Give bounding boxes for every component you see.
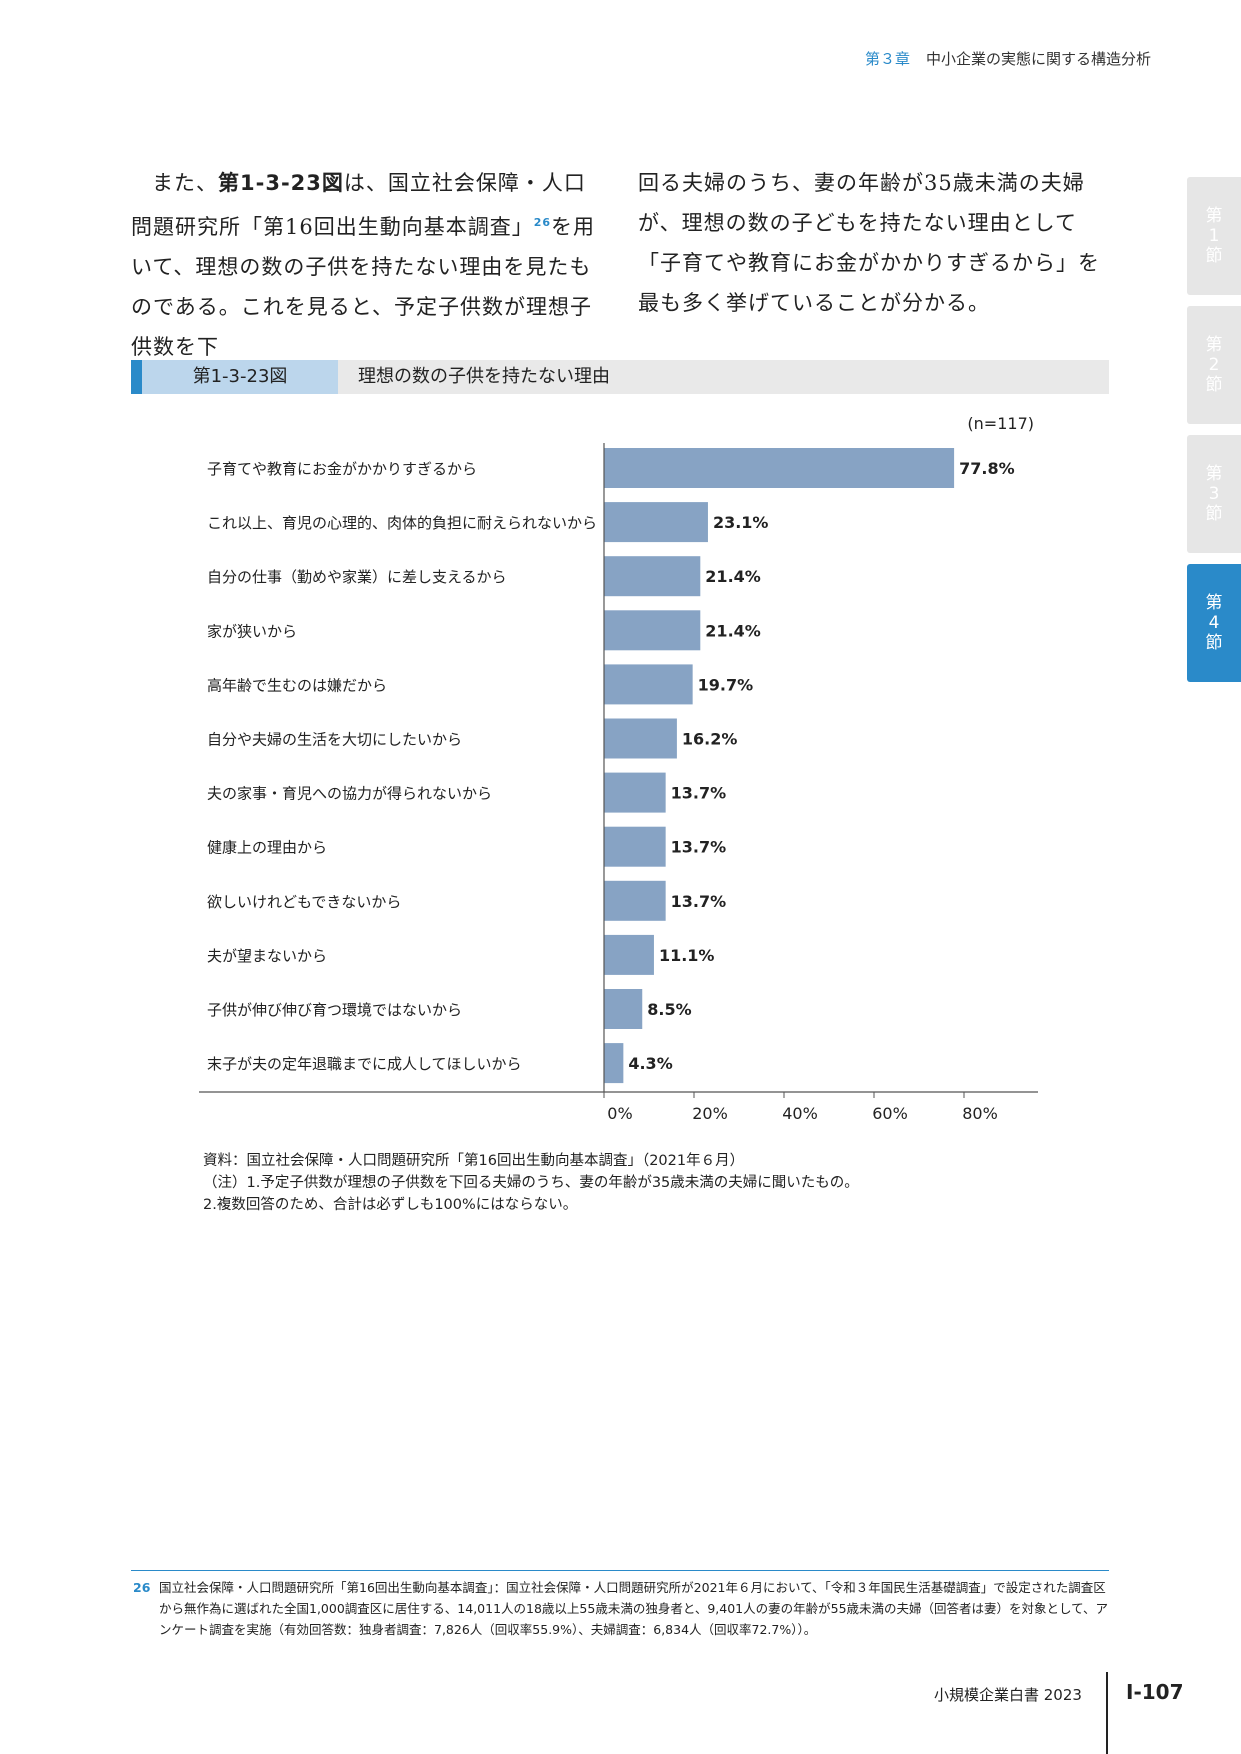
tab-label: 4 — [1208, 613, 1220, 633]
bar — [604, 556, 701, 597]
bar — [604, 610, 701, 651]
body-text: また、 — [152, 171, 218, 195]
category-label: これ以上、育児の心理的、肉体的負担に耐えられないから — [207, 514, 597, 532]
bar — [604, 880, 666, 921]
category-label: 末子が夫の定年退職までに成人してほしいから — [207, 1055, 522, 1073]
category-label: 子供が伸び伸び育つ環境ではないから — [207, 1001, 462, 1019]
footer-divider — [1106, 1672, 1108, 1754]
page-number: Ⅰ-107 — [1126, 1680, 1184, 1704]
chapter-title: 中小企業の実態に関する構造分析 — [925, 50, 1151, 68]
footnote-text: 国立社会保障・人口問題研究所「第16回出生動向基本調査」：国立社会保障・人口問題… — [159, 1580, 1109, 1637]
category-label: 自分や夫婦の生活を大切にしたいから — [207, 731, 462, 749]
sample-size-label: (n=117) — [967, 414, 1034, 433]
bar — [604, 934, 654, 975]
section-tab-4[interactable]: 第 4 節 — [1187, 564, 1241, 682]
tab-label: 節 — [1205, 633, 1223, 653]
body-paragraph-left: また、第1-3-23図は、国立社会保障・人口問題研究所「第16回出生動向基本調査… — [131, 163, 601, 367]
tab-label: 節 — [1205, 246, 1223, 266]
category-label: 夫の家事・育児への協力が得られないから — [207, 785, 492, 803]
figure-notes: 資料：国立社会保障・人口問題研究所「第16回出生動向基本調査」（2021年６月）… — [203, 1150, 859, 1216]
value-label: 13.7% — [671, 838, 727, 857]
category-label: 高年齢で生むのは嫌だから — [207, 676, 387, 694]
value-label: 13.7% — [671, 892, 727, 911]
tab-label: 1 — [1208, 226, 1220, 246]
book-title: 小規模企業白書 2023 — [934, 1686, 1082, 1704]
footnote: 26 国立社会保障・人口問題研究所「第16回出生動向基本調査」：国立社会保障・人… — [131, 1577, 1111, 1640]
section-tab-1[interactable]: 第 1 節 — [1187, 177, 1241, 295]
body-text: は、国立社会保障・人口問題研究所「第16回出生動向基本調査」 — [131, 171, 586, 239]
value-label: 21.4% — [705, 621, 761, 640]
x-tick-label: 0% — [607, 1104, 632, 1123]
category-label: 家が狭いから — [207, 622, 297, 640]
tab-label: 3 — [1208, 484, 1220, 504]
note-2: 2.複数回答のため、合計は必ずしも100%にはならない。 — [203, 1197, 578, 1213]
x-tick-label: 60% — [872, 1104, 908, 1123]
bar — [604, 502, 708, 543]
running-header: 第３章 中小企業の実態に関する構造分析 — [865, 48, 1151, 69]
figure-reference: 第1-3-23図 — [218, 171, 344, 195]
category-label: 自分の仕事（勤めや家業）に差し支えるから — [207, 568, 507, 586]
figure-title: 理想の数の子供を持たない理由 — [358, 366, 610, 387]
bar — [604, 772, 666, 813]
bar — [604, 664, 693, 705]
note-1: （注）1.予定子供数が理想の子供数を下回る夫婦のうち、妻の年齢が35歳未満の夫婦… — [203, 1175, 859, 1191]
figure-title-bar: 第1-3-23図 理想の数の子供を持たない理由 — [131, 360, 1109, 394]
tab-label: 2 — [1208, 355, 1220, 375]
section-tab-2[interactable]: 第 2 節 — [1187, 306, 1241, 424]
value-label: 8.5% — [647, 1000, 691, 1019]
value-label: 11.1% — [659, 946, 715, 965]
value-label: 13.7% — [671, 784, 727, 803]
bar — [604, 718, 677, 759]
tab-label: 第 — [1205, 593, 1223, 613]
x-tick-label: 80% — [962, 1104, 998, 1123]
tab-label: 第 — [1205, 464, 1223, 484]
value-label: 4.3% — [628, 1054, 672, 1073]
tab-label: 節 — [1205, 375, 1223, 395]
x-tick-label: 20% — [692, 1104, 728, 1123]
category-label: 欲しいけれどもできないから — [207, 893, 401, 911]
value-label: 21.4% — [705, 567, 761, 586]
bar-chart: (n=117) 子育てや教育にお金がかかりすぎるから 77.8% これ以上、育児の心理… — [199, 414, 1038, 1123]
footnote-number: 26 — [133, 1580, 151, 1595]
bar — [604, 1043, 624, 1084]
category-label: 健康上の理由から — [207, 839, 327, 857]
figure-number: 第1-3-23図 — [142, 360, 338, 394]
chapter-label: 第３章 — [864, 50, 910, 68]
body-paragraph-right: 回る夫婦のうち、妻の年齢が35歳未満の夫婦が、理想の数の子どもを持たない理由とし… — [638, 171, 1100, 315]
value-label: 77.8% — [959, 459, 1015, 478]
category-label: 子育てや教育にお金がかかりすぎるから — [207, 460, 477, 478]
section-tab-3[interactable]: 第 3 節 — [1187, 435, 1241, 553]
bar — [604, 826, 666, 867]
tab-label: 節 — [1205, 504, 1223, 524]
value-label: 19.7% — [698, 675, 754, 694]
category-label: 夫が望まないから — [207, 947, 327, 965]
bar — [604, 989, 643, 1029]
tab-label: 第 — [1205, 335, 1223, 355]
value-label: 16.2% — [682, 730, 738, 749]
footnote-marker[interactable]: 26 — [533, 216, 552, 229]
source-note: 資料：国立社会保障・人口問題研究所「第16回出生動向基本調査」（2021年６月） — [203, 1153, 745, 1169]
title-accent — [131, 360, 142, 394]
body-text: を用いて、理想の数の子供を持たない理由を見たものである。これを見ると、予定子供数… — [131, 215, 596, 359]
x-tick-label: 40% — [782, 1104, 818, 1123]
footnote-divider — [131, 1570, 1109, 1571]
tab-label: 第 — [1205, 206, 1223, 226]
value-label: 23.1% — [713, 513, 769, 532]
bar — [604, 448, 955, 488]
